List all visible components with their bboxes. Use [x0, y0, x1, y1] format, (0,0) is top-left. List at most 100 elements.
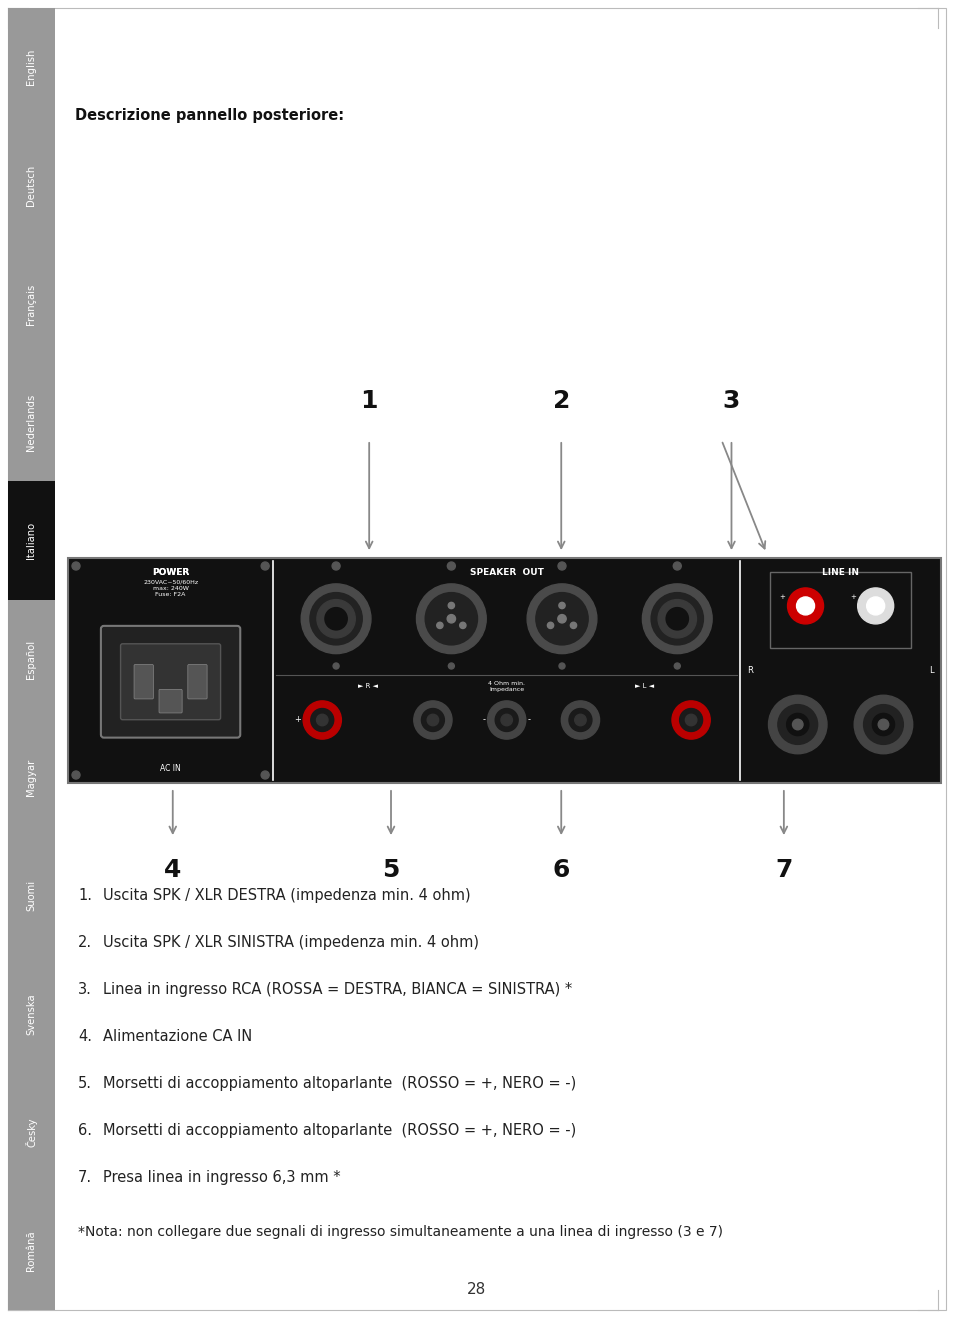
Circle shape	[871, 713, 894, 735]
Circle shape	[332, 561, 339, 569]
Circle shape	[416, 584, 486, 654]
Circle shape	[641, 584, 711, 654]
Circle shape	[792, 720, 802, 730]
Text: Presa linea in ingresso 6,3 mm *: Presa linea in ingresso 6,3 mm *	[103, 1170, 340, 1185]
Text: 6.: 6.	[78, 1123, 91, 1137]
Circle shape	[558, 614, 565, 623]
Text: AC IN: AC IN	[160, 764, 181, 772]
Bar	[770, 572, 910, 648]
Text: Svenska: Svenska	[27, 994, 36, 1035]
Text: Morsetti di accoppiamento altoparlante  (ROSSO = +, NERO = -): Morsetti di accoppiamento altoparlante (…	[103, 1123, 576, 1137]
Text: 28: 28	[467, 1282, 486, 1297]
Circle shape	[310, 593, 362, 645]
Text: English: English	[27, 49, 36, 86]
Circle shape	[862, 705, 902, 745]
Text: L: L	[928, 666, 933, 675]
Text: POWER: POWER	[152, 568, 189, 577]
FancyBboxPatch shape	[159, 689, 182, 713]
Text: +: +	[779, 594, 784, 600]
Circle shape	[787, 588, 822, 623]
Circle shape	[71, 771, 80, 779]
Circle shape	[500, 714, 512, 726]
Circle shape	[447, 561, 455, 569]
Circle shape	[558, 561, 565, 569]
FancyBboxPatch shape	[134, 664, 153, 699]
Text: 4 Ohm min.
Impedance: 4 Ohm min. Impedance	[488, 681, 525, 692]
Circle shape	[301, 584, 371, 654]
Circle shape	[865, 597, 883, 616]
Circle shape	[684, 714, 696, 726]
Text: 2: 2	[552, 389, 569, 413]
Text: -: -	[527, 716, 530, 725]
Text: LINE IN: LINE IN	[821, 568, 859, 577]
Circle shape	[303, 701, 341, 739]
Text: SPEAKER  OUT: SPEAKER OUT	[469, 568, 543, 577]
Text: 4: 4	[164, 858, 181, 882]
Circle shape	[427, 714, 438, 726]
Circle shape	[414, 701, 452, 739]
Circle shape	[673, 561, 680, 569]
Text: R: R	[746, 666, 752, 675]
Circle shape	[316, 600, 355, 638]
Bar	[8, 8, 55, 1310]
Text: Română: Română	[27, 1231, 36, 1271]
Circle shape	[547, 622, 553, 629]
Circle shape	[558, 602, 564, 609]
Circle shape	[674, 663, 679, 670]
Circle shape	[527, 584, 597, 654]
Circle shape	[568, 709, 591, 731]
Text: 6: 6	[552, 858, 569, 882]
Text: POWER: POWER	[152, 568, 189, 577]
Circle shape	[71, 561, 80, 569]
Circle shape	[777, 705, 817, 745]
Text: 3: 3	[722, 389, 740, 413]
Circle shape	[311, 709, 334, 731]
Text: 5.: 5.	[78, 1075, 91, 1091]
Circle shape	[448, 663, 454, 670]
Text: Morsetti di accoppiamento altoparlante  (ROSSO = +, NERO = -): Morsetti di accoppiamento altoparlante (…	[103, 1075, 576, 1091]
Text: Nederlands: Nederlands	[27, 394, 36, 451]
Bar	[8, 481, 55, 600]
Circle shape	[658, 600, 696, 638]
Circle shape	[436, 622, 442, 629]
Text: Magyar: Magyar	[27, 759, 36, 796]
Text: ► L ◄: ► L ◄	[635, 683, 654, 689]
Text: Français: Français	[27, 283, 36, 324]
Circle shape	[857, 588, 893, 623]
Circle shape	[448, 602, 454, 609]
Text: -: -	[482, 716, 485, 725]
Circle shape	[665, 608, 688, 630]
Circle shape	[536, 593, 588, 645]
Text: ► R ◄: ► R ◄	[358, 683, 378, 689]
Circle shape	[558, 663, 564, 670]
Text: 7: 7	[775, 858, 792, 882]
Circle shape	[447, 614, 456, 623]
Text: +: +	[294, 716, 301, 725]
Text: Uscita SPK / XLR DESTRA (impedenza min. 4 ohm): Uscita SPK / XLR DESTRA (impedenza min. …	[103, 888, 470, 903]
Circle shape	[425, 593, 477, 645]
Text: Česky: Česky	[26, 1118, 37, 1147]
Text: 5: 5	[382, 858, 399, 882]
Text: Español: Español	[27, 639, 36, 679]
Text: +: +	[849, 594, 855, 600]
Circle shape	[786, 713, 808, 735]
Text: Deutsch: Deutsch	[27, 165, 36, 206]
Circle shape	[261, 771, 269, 779]
Text: 230VAC~50/60Hz
max: 240W
Fuse: F2A: 230VAC~50/60Hz max: 240W Fuse: F2A	[143, 580, 198, 597]
Text: 1.: 1.	[78, 888, 91, 903]
Circle shape	[487, 701, 525, 739]
Circle shape	[560, 701, 598, 739]
FancyBboxPatch shape	[188, 664, 207, 699]
Circle shape	[878, 720, 888, 730]
Text: 2.: 2.	[78, 934, 92, 950]
Text: Descrizione pannello posteriore:: Descrizione pannello posteriore:	[75, 108, 344, 123]
Text: Linea in ingresso RCA (ROSSA = DESTRA, BIANCA = SINISTRA) *: Linea in ingresso RCA (ROSSA = DESTRA, B…	[103, 982, 572, 996]
Text: Uscita SPK / XLR SINISTRA (impedenza min. 4 ohm): Uscita SPK / XLR SINISTRA (impedenza min…	[103, 934, 478, 950]
Text: Alimentazione CA IN: Alimentazione CA IN	[103, 1029, 252, 1044]
Text: 3.: 3.	[78, 982, 91, 996]
Text: 4.: 4.	[78, 1029, 91, 1044]
Text: Suomi: Suomi	[27, 880, 36, 911]
Text: *Nota: non collegare due segnali di ingresso simultaneamente a una linea di ingr: *Nota: non collegare due segnali di ingr…	[78, 1224, 722, 1239]
FancyBboxPatch shape	[120, 643, 220, 720]
Circle shape	[853, 696, 912, 754]
